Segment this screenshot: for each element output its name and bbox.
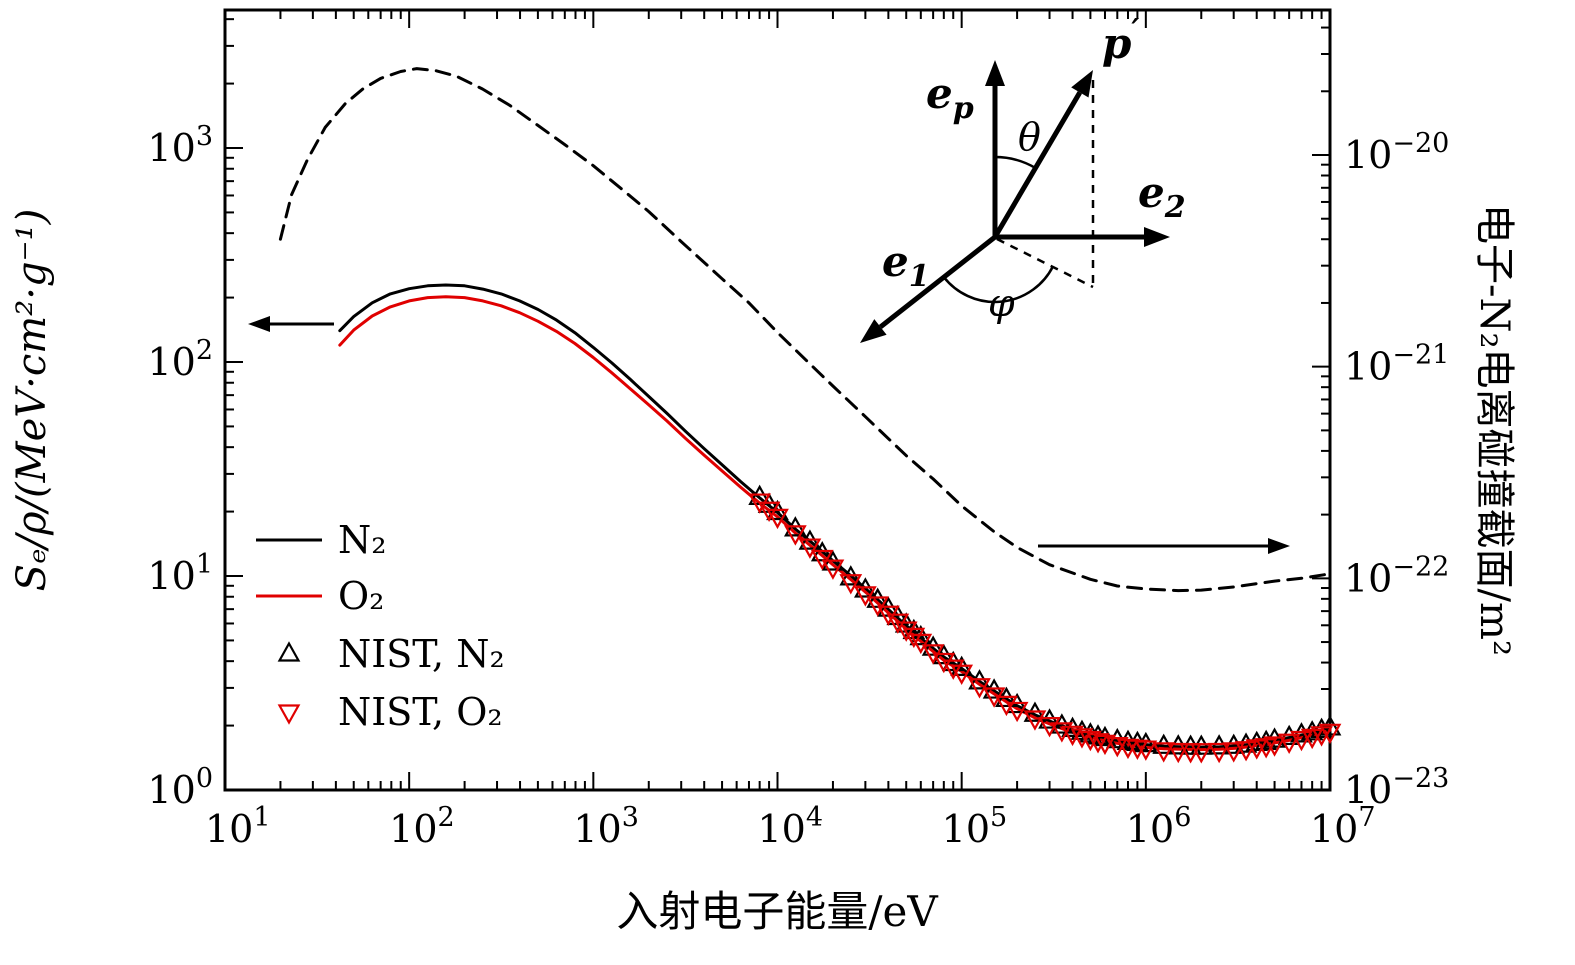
tick-label: 10−23 xyxy=(1344,763,1449,812)
inset-p-prime-label: p′ xyxy=(1102,13,1139,68)
data-marker xyxy=(783,525,807,546)
data-marker xyxy=(277,704,301,725)
tick-label: 102 xyxy=(147,335,213,384)
data-marker xyxy=(821,559,845,580)
legend-item: O₂ xyxy=(256,574,384,618)
inset-projection-dashed-line xyxy=(996,237,1094,289)
data-marker xyxy=(1189,743,1213,764)
tick-label: 106 xyxy=(1126,802,1192,851)
data-marker xyxy=(1070,728,1094,749)
y-axis-title-left: Sₑ/ρ/(MeV·cm²·g⁻¹) xyxy=(9,208,55,592)
data-marker xyxy=(1207,742,1231,764)
legend-label: NIST, O₂ xyxy=(338,690,503,734)
data-marker xyxy=(853,586,877,607)
data-marker xyxy=(1152,742,1176,763)
inset-e1-vector-head xyxy=(860,319,887,343)
tick-label: 10−22 xyxy=(1344,551,1449,600)
data-marker xyxy=(1234,741,1258,762)
data-marker xyxy=(277,641,301,662)
data-marker xyxy=(1166,742,1190,764)
data-marker xyxy=(902,627,926,649)
tick-label: 104 xyxy=(758,802,824,851)
inset-ep-vector-head xyxy=(985,60,1005,86)
legend-item: NIST, N₂ xyxy=(277,632,505,676)
inset-e2-vector-head xyxy=(1144,227,1170,247)
inset-p-prime-vector-head xyxy=(1071,70,1093,98)
data-marker xyxy=(1134,740,1158,761)
tick-label: 101 xyxy=(147,549,213,598)
legend-item: N₂ xyxy=(256,518,386,562)
y-axis-title-right: 电子-N₂电离碰撞截面/m² xyxy=(1471,204,1517,656)
data-marker xyxy=(909,633,933,655)
legend-label: O₂ xyxy=(338,574,384,618)
inset-ep-label: ep xyxy=(926,69,974,126)
legend-label: NIST, N₂ xyxy=(338,632,505,676)
tick-label: 103 xyxy=(573,802,639,851)
legend-label: N₂ xyxy=(338,518,386,562)
tick-label: 10−21 xyxy=(1344,340,1449,389)
tick-label: 103 xyxy=(147,121,213,170)
nist-n2-markers xyxy=(748,484,1342,755)
tick-label: 105 xyxy=(942,802,1008,851)
x-axis-title: 入射电子能量/eV xyxy=(616,887,938,936)
data-marker xyxy=(1277,733,1301,754)
data-marker xyxy=(839,574,863,595)
data-marker xyxy=(941,659,965,680)
tick-label: 100 xyxy=(147,763,213,812)
data-marker xyxy=(1318,723,1342,745)
o2-line xyxy=(338,295,1332,752)
tick-label: 10−20 xyxy=(1344,128,1449,177)
data-marker xyxy=(1222,742,1246,763)
data-marker xyxy=(1061,725,1084,747)
n2-line xyxy=(338,283,1332,749)
legend-item: NIST, O₂ xyxy=(277,690,503,734)
data-marker xyxy=(932,652,956,674)
data-marker xyxy=(798,538,822,559)
data-marker xyxy=(1086,733,1110,754)
data-marker xyxy=(995,695,1018,717)
inset-phi-arc xyxy=(943,265,1055,304)
inset-phi-label: φ xyxy=(988,281,1015,325)
nist-o2-markers xyxy=(748,493,1342,764)
ionization-cross-section-line xyxy=(278,67,1332,593)
data-marker xyxy=(1300,728,1324,750)
inset-e2-label: e2 xyxy=(1138,168,1186,225)
data-marker xyxy=(1290,730,1313,752)
data-marker xyxy=(1093,734,1117,756)
data-marker xyxy=(766,508,789,530)
right-axis-pointer-arrow-head xyxy=(1268,538,1290,554)
data-marker xyxy=(1263,736,1286,757)
data-marker xyxy=(950,664,974,686)
inset-e1-label: e1 xyxy=(882,237,930,294)
data-marker xyxy=(1318,715,1342,736)
inset-e1-vector xyxy=(878,235,997,329)
data-marker xyxy=(1005,701,1029,723)
data-marker xyxy=(1023,710,1047,731)
tick-label: 101 xyxy=(205,802,271,851)
data-marker xyxy=(894,621,918,642)
inset-theta-arc xyxy=(994,155,1037,170)
inset-theta-label: θ xyxy=(1018,115,1041,159)
data-marker xyxy=(810,549,834,571)
left-axis-pointer-arrow-head xyxy=(248,316,270,332)
data-marker xyxy=(1079,730,1102,752)
tick-label: 102 xyxy=(389,802,455,851)
data-marker xyxy=(757,501,781,523)
inset-p-prime-vector xyxy=(992,91,1082,239)
